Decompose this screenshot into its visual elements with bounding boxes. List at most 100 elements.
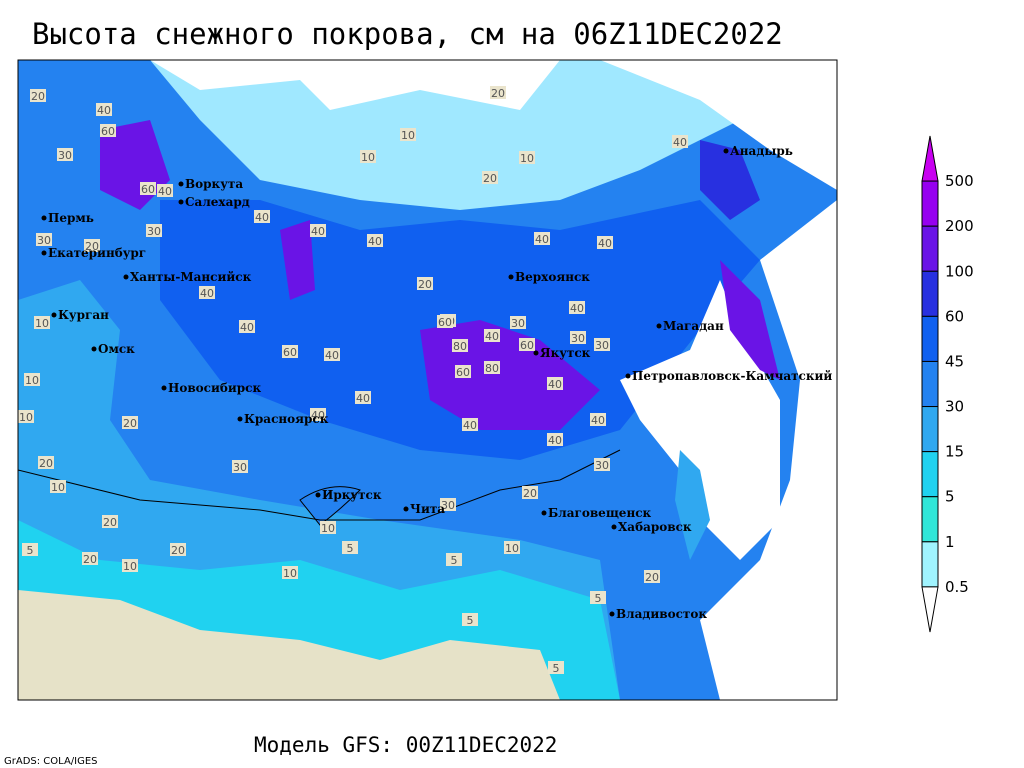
contour-label-box [417, 277, 433, 290]
contour-label: 20 [418, 278, 432, 291]
city-label: Якутск [540, 346, 591, 360]
city-label: Магадан [663, 319, 724, 333]
city-dot [178, 181, 184, 187]
contour-label-box [597, 236, 613, 249]
contour-label-box [437, 315, 453, 328]
legend-label: 500 [945, 172, 974, 190]
contour-label-box [22, 543, 38, 556]
snow-max-west [280, 220, 315, 300]
contour-label: 10 [123, 560, 137, 573]
contour-label-box [510, 316, 526, 329]
contour-label: 30 [441, 499, 455, 512]
contour-label-box [34, 316, 50, 329]
city-label: Омск [98, 342, 135, 356]
legend-swatch [921, 360, 939, 408]
city-dot [611, 524, 617, 530]
contour-label: 60 [283, 346, 297, 359]
city-dot [178, 199, 184, 205]
city-dot [161, 385, 167, 391]
contour-label: 20 [645, 571, 659, 584]
legend-label: 30 [945, 398, 964, 416]
contour-label-box [360, 150, 376, 163]
contour-label-box [146, 224, 162, 237]
contour-label: 10 [505, 542, 519, 555]
legend-label: 60 [945, 307, 964, 325]
contour-label-box [140, 182, 156, 195]
city-label: Новосибирск [168, 381, 261, 395]
contour-label-box [484, 329, 500, 342]
contour-label: 5 [467, 614, 474, 627]
contour-label-box [570, 331, 586, 344]
contour-label-box [36, 233, 52, 246]
contour-label: 30 [58, 149, 72, 162]
contour-label: 10 [25, 374, 39, 387]
contour-label: 30 [595, 339, 609, 352]
contour-label-box [30, 89, 46, 102]
legend-swatch [921, 586, 939, 633]
baikal [299, 486, 361, 526]
legend-swatch [921, 541, 939, 588]
legend: 500 200 100 60 45 30 15 5 1 0.5 [921, 135, 974, 633]
contour-label: 30 [511, 317, 525, 330]
contour-label-box [282, 345, 298, 358]
contour-label: 40 [325, 349, 339, 362]
city-label: Воркута [185, 177, 243, 191]
contour-label-box [452, 339, 468, 352]
contour-label-box [57, 148, 73, 161]
contour-label-box [310, 224, 326, 237]
contour-label: 40 [535, 233, 549, 246]
contour-label-box [672, 135, 688, 148]
snow-chukotka [700, 140, 760, 220]
city-label: Курган [58, 308, 109, 322]
city-label: Иркутск [322, 488, 382, 502]
city-dot [315, 492, 321, 498]
region-bare [18, 590, 560, 700]
legend-label: 45 [945, 352, 964, 370]
city-label: Чита [410, 502, 445, 516]
city-dot [656, 323, 662, 329]
contour-label: 30 [37, 234, 51, 247]
contour-label: 40 [240, 321, 254, 334]
contour-label-box [569, 301, 585, 314]
contour-label: 40 [673, 136, 687, 149]
city-label: Пермь [48, 211, 94, 225]
footer-model: Модель GFS: 00Z11DEC2022 [254, 733, 557, 757]
legend-swatch [921, 315, 939, 362]
city-dot [403, 506, 409, 512]
city-dot [508, 274, 514, 280]
contour-label: 10 [520, 152, 534, 165]
contour-label-box [482, 171, 498, 184]
city-label: Анадырь [730, 144, 793, 158]
contour-label: 5 [347, 542, 354, 555]
contour-label-box [232, 460, 248, 473]
legend-swatch [921, 180, 939, 227]
contour-label: 5 [27, 544, 34, 557]
legend-label: 1 [945, 533, 955, 551]
contour-label: 20 [31, 90, 45, 103]
contour-label: 10 [35, 317, 49, 330]
legend-swatch [921, 135, 939, 182]
arctic-ice [150, 60, 760, 210]
city-dot [609, 611, 615, 617]
contour-label: 40 [311, 409, 325, 422]
contour-label-box [519, 338, 535, 351]
title: Высота снежного покрова, см на 06Z11DEC2… [32, 17, 783, 51]
okhotsk-sea [620, 280, 780, 560]
contour-label-box [102, 515, 118, 528]
contour-label: 40 [548, 434, 562, 447]
contour-label: 20 [171, 544, 185, 557]
arctic-east [600, 60, 837, 190]
city-label: Хабаровск [618, 520, 692, 534]
contour-label: 40 [598, 237, 612, 250]
legend-label: 5 [945, 488, 955, 506]
legend-label: 15 [945, 443, 964, 461]
legend-swatch [921, 270, 939, 317]
contour-label: 60 [520, 339, 534, 352]
contour-label: 20 [123, 417, 137, 430]
contour-label: 5 [553, 662, 560, 675]
contour-label-box [590, 413, 606, 426]
contour-label-box [446, 553, 462, 566]
contour-label: 40 [158, 185, 172, 198]
contour-label-box [82, 552, 98, 565]
